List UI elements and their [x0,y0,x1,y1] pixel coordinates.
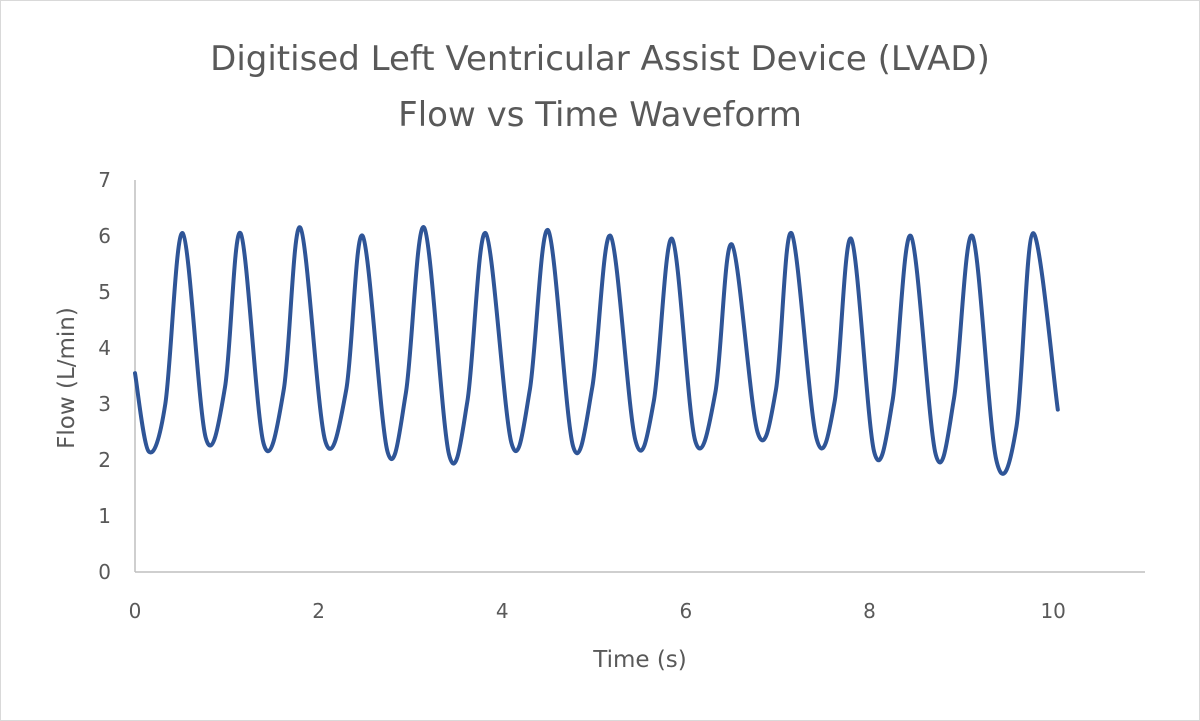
x-axis: 0 2 4 6 8 10 [129,571,1145,623]
y-axis: 0 1 2 3 4 5 6 7 [98,168,136,584]
x-tick-label: 0 [129,599,142,623]
x-axis-label: Time (s) [592,647,687,673]
x-tick-label: 10 [1040,599,1065,623]
y-axis-label: Flow (L/min) [54,307,80,449]
y-tick-label: 1 [98,504,111,528]
y-tick-label: 4 [98,336,111,360]
series-group [133,225,1060,476]
y-tick-label: 3 [98,392,111,416]
x-tick-label: 8 [863,599,876,623]
y-tick-label: 5 [98,280,111,304]
series-line [133,225,1060,476]
y-tick-label: 0 [98,560,111,584]
x-tick-label: 2 [312,599,325,623]
y-tick-label: 2 [98,448,111,472]
x-tick-label: 4 [496,599,509,623]
x-tick-label: 6 [680,599,693,623]
chart-title: Digitised Left Ventricular Assist Device… [210,39,990,79]
y-tick-label: 6 [98,224,111,248]
y-tick-label: 7 [98,168,111,192]
chart-subtitle: Flow vs Time Waveform [398,95,802,135]
